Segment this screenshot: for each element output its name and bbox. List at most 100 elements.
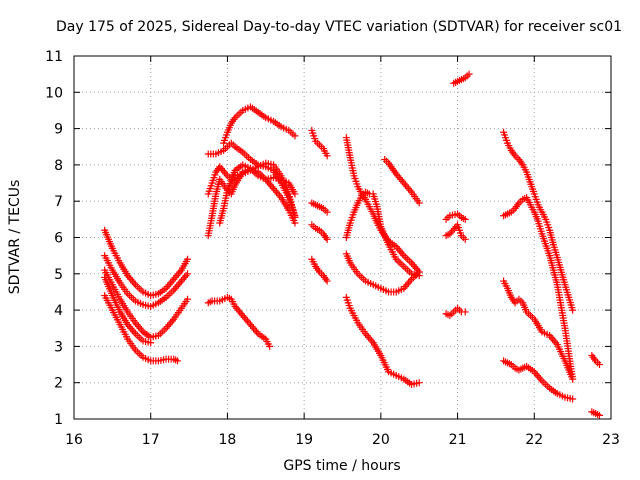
series-arc-l (308, 126, 331, 160)
data-point-marker (461, 235, 469, 243)
data-point-marker (266, 342, 274, 350)
data-point-marker (184, 270, 192, 278)
data-point-marker (323, 277, 331, 285)
y-tick-label: 4 (54, 303, 63, 319)
data-point-marker (127, 275, 135, 283)
data-point-marker (133, 321, 141, 329)
series-arc-q (342, 188, 423, 280)
data-point-marker (130, 328, 138, 336)
series-arc-aa (500, 277, 577, 383)
y-tick-label: 1 (54, 412, 63, 428)
series-arc-o (308, 255, 331, 285)
x-tick-label: 20 (372, 432, 390, 448)
data-point-marker (291, 190, 299, 198)
data-point-marker (266, 181, 274, 189)
series-arc-w (442, 304, 469, 320)
data-point-marker (363, 332, 371, 340)
x-axis-label: GPS time / hours (283, 458, 400, 474)
data-point-marker (171, 284, 179, 292)
data-point-marker (365, 333, 373, 341)
data-point-marker (180, 273, 188, 281)
data-point-marker (406, 277, 414, 285)
data-point-marker (170, 275, 178, 283)
data-point-marker (451, 224, 459, 232)
data-point-marker (239, 312, 247, 320)
x-tick-label: 17 (142, 432, 160, 448)
data-point-marker (248, 322, 256, 330)
data-point-marker (182, 272, 190, 280)
data-point-marker (165, 321, 173, 329)
data-point-marker (234, 306, 242, 314)
data-point-marker (400, 179, 408, 187)
data-point-marker (395, 246, 403, 254)
data-point-marker (184, 295, 192, 303)
series-arc-a (101, 226, 192, 300)
data-point-marker (128, 277, 136, 285)
series-arc-k (204, 293, 274, 350)
y-tick-label: 3 (54, 339, 63, 355)
data-point-marker (168, 277, 176, 285)
series-arc-b (101, 252, 192, 310)
data-point-marker (147, 339, 155, 347)
data-point-marker (415, 268, 423, 276)
data-point-marker (397, 175, 405, 183)
data-point-marker (245, 319, 253, 327)
data-point-marker (569, 375, 577, 383)
data-point-marker (395, 174, 403, 182)
y-tick-label: 8 (54, 158, 63, 174)
data-point-marker (401, 181, 409, 189)
x-tick-label: 19 (295, 432, 313, 448)
data-point-marker (535, 373, 543, 381)
data-point-marker (243, 317, 251, 325)
data-point-marker (220, 168, 228, 176)
data-point-marker (177, 277, 185, 285)
series-arc-u (442, 210, 469, 223)
data-point-marker (404, 279, 412, 287)
data-point-marker (173, 272, 181, 280)
data-point-marker (253, 328, 261, 336)
data-point-marker (461, 308, 469, 316)
data-point-marker (397, 248, 405, 256)
data-point-marker (536, 375, 544, 383)
data-point-marker (415, 199, 423, 207)
x-tick-label: 18 (219, 432, 237, 448)
data-point-marker (269, 184, 277, 192)
data-point-marker (465, 70, 473, 78)
series-arc-x (450, 70, 473, 87)
data-point-marker (394, 244, 402, 252)
data-point-marker (404, 184, 412, 192)
data-point-marker (173, 283, 181, 291)
x-tick-label: 21 (449, 432, 467, 448)
data-point-marker (237, 310, 245, 318)
grid-lines (74, 56, 611, 419)
series-arc-y (500, 128, 577, 314)
data-point-marker (246, 321, 254, 329)
data-point-marker (168, 317, 176, 325)
y-axis-label: SDTVAR / TECUs (7, 180, 23, 295)
data-point-marker (291, 132, 299, 140)
data-point-marker (532, 370, 540, 378)
data-point-marker (366, 335, 374, 343)
data-point-marker (274, 190, 282, 198)
series-arc-t (381, 155, 423, 207)
data-point-marker (569, 395, 577, 403)
data-point-marker (569, 306, 577, 314)
data-point-marker (171, 273, 179, 281)
data-point-marker (250, 324, 258, 332)
data-point-marker (415, 379, 423, 387)
series-arc-d (101, 292, 182, 365)
data-point-marker (179, 275, 187, 283)
y-tick-label: 2 (54, 376, 63, 392)
data-point-marker (127, 324, 135, 332)
series-arc-m (308, 199, 331, 216)
series-arc-v (442, 221, 469, 243)
x-tick-label: 16 (65, 432, 83, 448)
data-point-marker (550, 337, 558, 345)
data-point-marker (219, 166, 227, 174)
data-points (101, 70, 603, 419)
y-tick-label: 5 (54, 267, 63, 283)
data-point-marker (236, 308, 244, 316)
data-point-marker (398, 177, 406, 185)
chart-title: Day 175 of 2025, Sidereal Day-to-day VTE… (56, 19, 622, 35)
data-point-marker (167, 319, 175, 327)
